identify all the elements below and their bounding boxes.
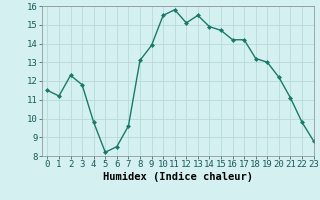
X-axis label: Humidex (Indice chaleur): Humidex (Indice chaleur): [103, 172, 252, 182]
